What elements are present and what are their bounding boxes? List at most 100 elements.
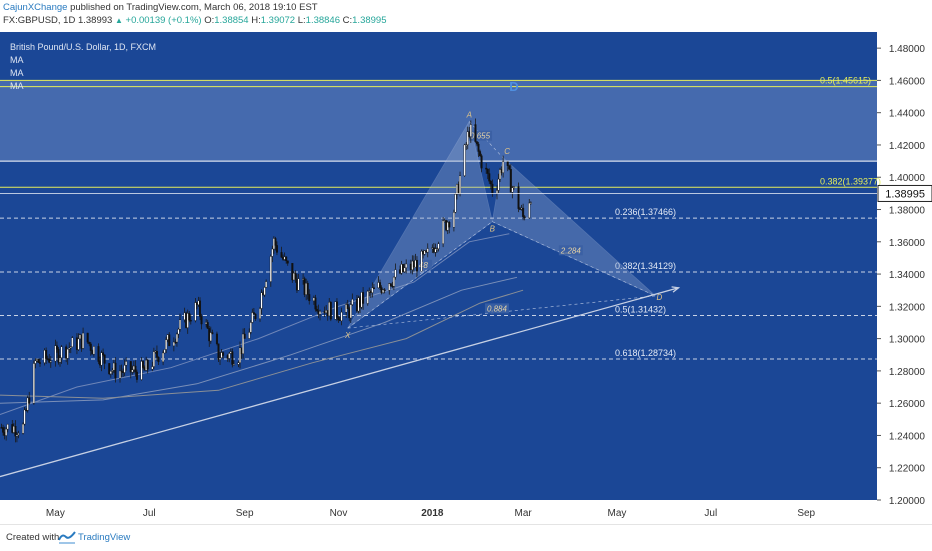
candle-up	[22, 423, 25, 434]
candle-down	[486, 168, 489, 174]
candle-up	[459, 175, 462, 194]
price-axis[interactable]: 1.20000 1.22000 1.24000 1.26000 1.28000 1.300…	[877, 44, 925, 507]
candle-down	[254, 313, 257, 319]
candle-up	[251, 312, 254, 323]
candle-down	[2, 427, 5, 433]
y-tick-label: 1.22000	[889, 464, 926, 475]
candle-up	[186, 313, 189, 328]
candle-up	[49, 360, 52, 363]
candle-down	[275, 245, 278, 253]
candle-up	[469, 124, 472, 137]
candle-down	[291, 263, 294, 281]
candle-up	[119, 370, 122, 379]
candle-up	[511, 187, 514, 193]
y-tick-label: 1.24000	[889, 431, 926, 442]
candle-down	[142, 361, 145, 368]
candle-down	[372, 287, 375, 289]
candle-down	[314, 297, 317, 310]
open-value: 1.38854	[214, 15, 249, 26]
candle-up	[131, 369, 134, 373]
candle-up	[248, 332, 251, 339]
candle-up	[405, 263, 408, 269]
candle-up	[463, 144, 466, 176]
candle-up	[442, 220, 445, 244]
candle-down	[346, 304, 349, 309]
tradingview-logo-icon[interactable]	[58, 530, 76, 544]
fib-label: 0.382(1.34129)	[615, 261, 676, 271]
candle-down	[306, 282, 309, 295]
time-axis[interactable]: May Jul Sep Nov 2018 Mar May Jul Sep	[46, 508, 816, 519]
candle-down	[280, 252, 283, 258]
y-tick-label: 1.48000	[889, 44, 926, 55]
fib-label: 0.5(1.31432)	[615, 305, 666, 315]
y-tick-label: 1.42000	[889, 141, 926, 152]
candle-down	[45, 350, 48, 359]
low-value: 1.38846	[305, 15, 340, 26]
candle-up	[69, 346, 72, 349]
candle-down	[517, 186, 520, 209]
x-tick-label: Jul	[143, 508, 156, 519]
candle-up	[259, 308, 262, 319]
trendline[interactable]	[0, 287, 679, 478]
high-value: 1.39072	[260, 15, 296, 26]
pattern-point-label: A	[466, 111, 472, 120]
candle-down	[479, 151, 482, 156]
candle-up	[423, 250, 426, 255]
candle-down	[88, 341, 91, 345]
candle-down	[211, 332, 214, 335]
candle-down	[200, 316, 203, 325]
candle-up	[162, 352, 165, 363]
candle-up	[179, 319, 182, 330]
candle-up	[495, 190, 498, 194]
annotation-d-label: D	[509, 79, 518, 94]
candle-up	[17, 433, 20, 435]
candle-down	[114, 362, 117, 379]
low-label: L:	[297, 15, 306, 26]
candle-down	[448, 222, 451, 228]
y-tick-label: 1.36000	[889, 238, 926, 249]
open-label: O:	[204, 15, 215, 26]
candle-up	[394, 269, 397, 278]
candle-up	[434, 248, 437, 253]
tradingview-brand[interactable]: TradingView	[78, 532, 131, 543]
legend-title: British Pound/U.S. Dollar, 1D, FXCM	[10, 42, 156, 52]
candle-down	[383, 289, 386, 292]
legend-ma-2: MA	[10, 68, 24, 78]
candle-down	[199, 300, 202, 317]
candle-down	[475, 141, 478, 145]
candle-up	[239, 347, 242, 363]
candle-up	[349, 304, 352, 319]
candle-up	[437, 243, 440, 249]
candle-down	[329, 302, 332, 320]
candle-down	[508, 165, 511, 170]
candle-down	[155, 351, 158, 358]
candle-down	[86, 332, 89, 343]
candle-up	[454, 194, 457, 213]
candle-down	[474, 124, 477, 142]
candle-up	[172, 341, 175, 347]
candle-down	[294, 272, 297, 280]
candle-down	[55, 345, 58, 350]
candle-up	[140, 361, 143, 380]
candle-down	[252, 312, 255, 315]
ratio-label: 0.655	[470, 132, 491, 141]
candle-down	[485, 167, 488, 170]
candle-down	[506, 161, 509, 166]
fib-label: 0.618(1.28734)	[615, 348, 676, 358]
ratio-badge	[484, 303, 509, 314]
candle-up	[269, 256, 272, 282]
candle-up	[366, 291, 369, 304]
candle-down	[134, 365, 137, 373]
candle-down	[48, 358, 51, 363]
candle-up	[392, 276, 395, 287]
high-label: H:	[251, 15, 261, 26]
candle-up	[123, 365, 126, 373]
x-tick-label: May	[46, 508, 65, 519]
candle-down	[488, 173, 491, 182]
candle-down	[103, 354, 106, 364]
candle-down	[217, 343, 220, 360]
candle-up	[403, 267, 406, 272]
author-link[interactable]: CajunXChange	[3, 2, 68, 13]
fib-levels: 0.5(1.45615) 0.382(1.39377) 0.236(1.37466)…	[0, 76, 881, 360]
